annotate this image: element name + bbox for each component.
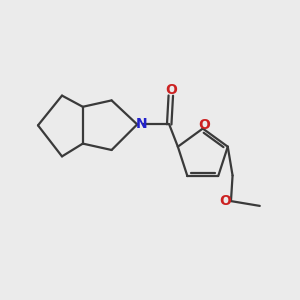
- Text: N: N: [136, 117, 147, 131]
- Text: O: O: [199, 118, 210, 132]
- Text: O: O: [219, 194, 231, 208]
- Text: O: O: [165, 83, 177, 98]
